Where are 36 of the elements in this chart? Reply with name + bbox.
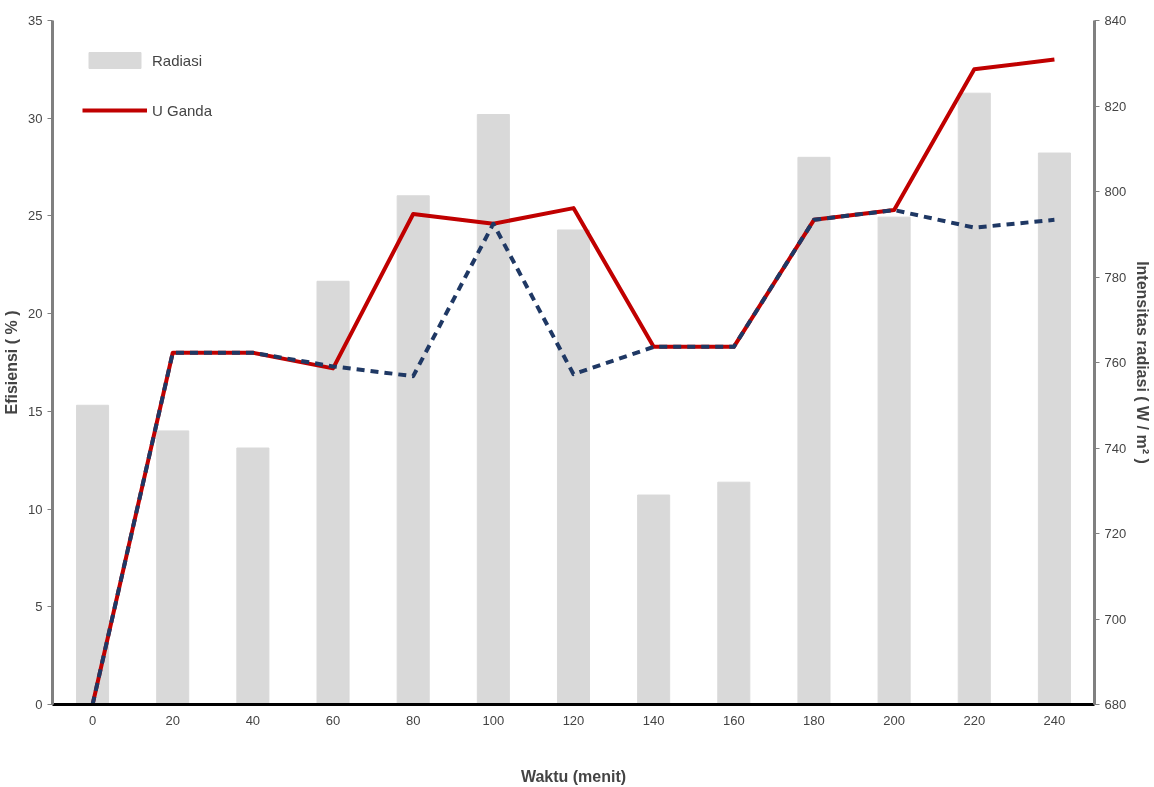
y2-tick-label: 820 bbox=[1104, 98, 1127, 114]
y-tick-label: 0 bbox=[35, 697, 43, 712]
y-axis-title: Efisiensi ( % ) bbox=[3, 310, 21, 415]
y2-tick-label: 760 bbox=[1104, 355, 1127, 370]
line-series bbox=[90, 208, 1057, 705]
y2-tick-label: 680 bbox=[1104, 697, 1127, 712]
y2-tick-label: 840 bbox=[1104, 13, 1127, 28]
legend-label: Radiasi bbox=[152, 51, 203, 69]
x-tick-label: 180 bbox=[803, 712, 825, 728]
x-tick-label: 20 bbox=[165, 712, 180, 728]
x-tick-label: 200 bbox=[883, 712, 905, 728]
y2-tick-label: 700 bbox=[1104, 611, 1127, 627]
x-tick-label: 80 bbox=[405, 712, 421, 728]
y2-tick-label: 800 bbox=[1104, 184, 1127, 199]
y2-tick-label: 720 bbox=[1104, 526, 1127, 541]
x-tick-label: 60 bbox=[325, 712, 341, 728]
x-tick-label: 140 bbox=[642, 712, 665, 728]
y-tick-label: 10 bbox=[28, 501, 43, 517]
y2-tick-label: 780 bbox=[1104, 269, 1127, 285]
y-tick-label: 25 bbox=[28, 208, 43, 224]
x-tick-label: 160 bbox=[722, 712, 745, 728]
x-axis-title: Waktu (menit) bbox=[520, 767, 627, 785]
y2-axis-title: Intensitas radiasi ( W / m² ) bbox=[1134, 261, 1152, 464]
y-tick-label: 35 bbox=[28, 13, 43, 28]
x-tick-label: 0 bbox=[88, 712, 97, 728]
x-tick-label: 120 bbox=[562, 712, 585, 728]
x-tick-label: 220 bbox=[963, 712, 986, 728]
x-tick-label: 240 bbox=[1043, 712, 1066, 728]
y-tick-label: 20 bbox=[28, 306, 43, 322]
legend-label: U Ganda bbox=[152, 101, 213, 119]
y2-tick-label: 740 bbox=[1104, 440, 1127, 456]
x-tick-label: 40 bbox=[245, 712, 261, 728]
y-tick-label: 15 bbox=[28, 403, 43, 419]
y-tick-label: 30 bbox=[28, 110, 43, 126]
y-tick-label: 5 bbox=[35, 599, 43, 615]
x-tick-label: 100 bbox=[482, 712, 505, 728]
